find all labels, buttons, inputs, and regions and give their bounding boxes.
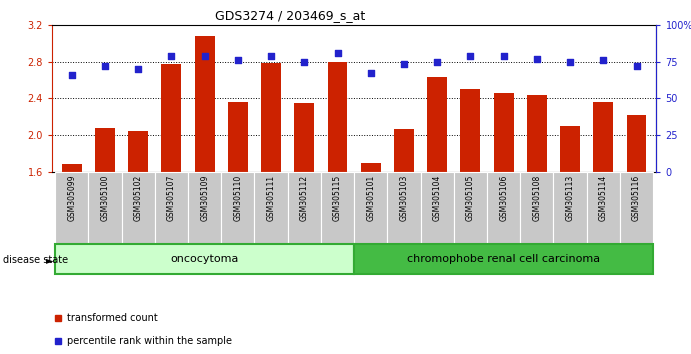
Bar <box>487 172 520 244</box>
Text: GSM305115: GSM305115 <box>333 175 342 221</box>
Point <box>299 59 310 64</box>
Text: transformed count: transformed count <box>67 313 158 323</box>
Bar <box>454 172 487 244</box>
Text: GSM305108: GSM305108 <box>532 175 541 221</box>
Text: disease state: disease state <box>3 255 68 265</box>
Bar <box>493 93 513 172</box>
Text: GSM305111: GSM305111 <box>267 175 276 221</box>
Point <box>265 53 276 58</box>
Bar <box>520 172 553 244</box>
Text: GSM305105: GSM305105 <box>466 175 475 221</box>
Bar <box>388 172 421 244</box>
Bar <box>354 172 388 244</box>
Text: GSM305110: GSM305110 <box>234 175 243 221</box>
Bar <box>594 102 613 172</box>
Text: GSM305099: GSM305099 <box>67 175 76 221</box>
Text: GSM305103: GSM305103 <box>399 175 408 221</box>
Bar <box>188 172 221 244</box>
Bar <box>294 103 314 172</box>
Point <box>232 57 243 63</box>
Bar <box>553 172 587 244</box>
Point <box>432 59 443 64</box>
Bar <box>228 102 248 172</box>
Bar <box>95 128 115 172</box>
Bar <box>221 172 254 244</box>
Text: GSM305102: GSM305102 <box>133 175 143 221</box>
Bar <box>61 164 82 172</box>
Bar <box>421 172 454 244</box>
Text: oncocytoma: oncocytoma <box>171 254 239 264</box>
Bar <box>254 172 287 244</box>
Bar <box>354 244 653 274</box>
Point <box>366 70 377 76</box>
Text: GSM305107: GSM305107 <box>167 175 176 221</box>
Point <box>465 53 476 58</box>
Text: GSM305116: GSM305116 <box>632 175 641 221</box>
Bar <box>361 164 381 172</box>
Text: GDS3274 / 203469_s_at: GDS3274 / 203469_s_at <box>215 9 366 22</box>
Bar <box>122 172 155 244</box>
Bar <box>328 62 348 172</box>
Bar <box>162 64 181 172</box>
Bar <box>261 63 281 172</box>
Text: percentile rank within the sample: percentile rank within the sample <box>67 336 232 346</box>
Text: GSM305106: GSM305106 <box>499 175 508 221</box>
Point <box>332 50 343 56</box>
Point <box>498 53 509 58</box>
Text: GSM305113: GSM305113 <box>565 175 575 221</box>
Bar <box>129 131 148 172</box>
Point <box>631 63 642 69</box>
Bar <box>88 172 122 244</box>
Text: GSM305101: GSM305101 <box>366 175 375 221</box>
Point <box>100 63 111 69</box>
Bar <box>560 126 580 172</box>
Point <box>399 62 410 67</box>
Bar <box>55 172 88 244</box>
Bar <box>620 172 653 244</box>
Bar <box>527 95 547 172</box>
Text: GSM305100: GSM305100 <box>100 175 109 221</box>
Text: chromophobe renal cell carcinoma: chromophobe renal cell carcinoma <box>407 254 600 264</box>
Point <box>133 66 144 72</box>
Text: ►: ► <box>46 255 54 265</box>
Point <box>66 72 77 78</box>
Bar <box>627 115 647 172</box>
Text: GSM305109: GSM305109 <box>200 175 209 221</box>
Bar <box>55 244 354 274</box>
Bar <box>195 36 215 172</box>
Text: GSM305112: GSM305112 <box>300 175 309 221</box>
Point <box>598 57 609 63</box>
Bar <box>394 130 414 172</box>
Point <box>199 53 210 58</box>
Bar <box>321 172 354 244</box>
Bar <box>287 172 321 244</box>
Bar <box>427 77 447 172</box>
Point <box>565 59 576 64</box>
Bar <box>155 172 188 244</box>
Point <box>166 53 177 58</box>
Point <box>531 56 542 61</box>
Bar <box>587 172 620 244</box>
Text: GSM305104: GSM305104 <box>433 175 442 221</box>
Text: GSM305114: GSM305114 <box>599 175 608 221</box>
Bar <box>460 89 480 172</box>
